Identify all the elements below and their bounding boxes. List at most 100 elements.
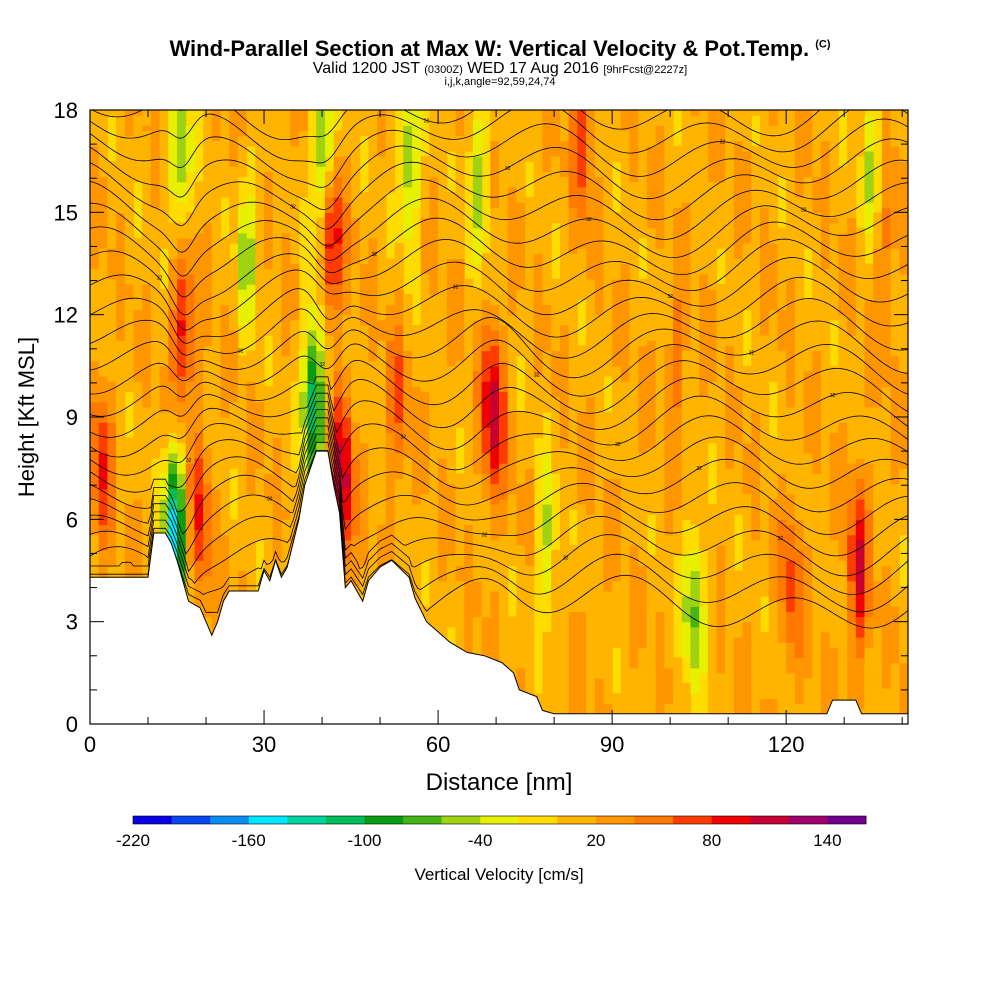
velocity-cell (455, 509, 465, 515)
velocity-cell (568, 544, 578, 551)
velocity-cell (681, 606, 692, 613)
velocity-cell (794, 647, 805, 653)
velocity-cell (603, 478, 613, 485)
velocity-cell (272, 529, 283, 536)
velocity-cell (594, 631, 605, 638)
velocity-cell (429, 447, 439, 454)
velocity-cell (760, 585, 770, 592)
velocity-cell (725, 698, 735, 705)
velocity-cell (751, 565, 761, 572)
velocity-cell (90, 452, 100, 459)
velocity-cell (411, 534, 422, 541)
velocity-cell (394, 437, 404, 444)
velocity-cell (411, 529, 422, 536)
velocity-cell (220, 498, 230, 505)
velocity-cell (638, 616, 648, 623)
velocity-cell (194, 498, 204, 505)
velocity-cell (812, 647, 822, 653)
velocity-cell (559, 693, 570, 700)
velocity-cell (568, 642, 578, 648)
velocity-cell (890, 447, 900, 454)
velocity-cell (124, 529, 135, 536)
velocity-cell (377, 478, 387, 485)
velocity-cell (881, 534, 892, 541)
velocity-cell (873, 468, 883, 474)
velocity-cell (203, 611, 213, 618)
velocity-cell (812, 478, 822, 485)
velocity-cell (855, 652, 866, 659)
velocity-cell (107, 544, 117, 551)
velocity-cell (760, 688, 770, 694)
velocity-cell (568, 575, 578, 582)
velocity-cell (594, 483, 605, 490)
velocity-cell (542, 483, 552, 490)
velocity-cell (864, 601, 874, 607)
velocity-cell (507, 463, 517, 469)
velocity-cell (699, 514, 709, 520)
velocity-cell (820, 534, 831, 541)
velocity-cell (812, 611, 822, 618)
velocity-cell (507, 478, 517, 485)
velocity-cell (603, 555, 613, 561)
velocity-cell (568, 442, 578, 449)
velocity-cell (820, 621, 831, 628)
velocity-cell (577, 498, 587, 505)
velocity-cell (681, 570, 692, 577)
velocity-cell (377, 514, 387, 520)
velocity-cell (733, 509, 744, 515)
velocity-cell (185, 509, 196, 515)
velocity-cell (368, 498, 378, 505)
velocity-cell (620, 509, 631, 515)
velocity-cell (542, 493, 552, 500)
velocity-cell (507, 447, 517, 454)
velocity-cell (211, 590, 222, 597)
velocity-cell (211, 437, 222, 444)
velocity-cell (803, 432, 813, 439)
velocity-cell (586, 478, 596, 485)
velocity-cell (699, 447, 709, 454)
velocity-cell (725, 519, 735, 526)
velocity-cell (255, 498, 265, 505)
velocity-cell (812, 590, 822, 597)
velocity-cell (368, 478, 378, 485)
velocity-cell (368, 555, 378, 561)
velocity-cell (603, 596, 613, 602)
velocity-cell (342, 498, 352, 505)
velocity-cell (472, 519, 483, 526)
velocity-cell (107, 452, 117, 459)
velocity-cell (377, 550, 387, 556)
velocity-cell (629, 447, 639, 454)
velocity-cell (368, 447, 378, 454)
velocity-cell (881, 570, 892, 577)
velocity-cell (385, 483, 396, 490)
velocity-cell (777, 488, 787, 495)
velocity-cell (281, 452, 291, 459)
velocity-cell (385, 468, 396, 474)
velocity-cell (229, 560, 239, 566)
velocity-cell (472, 447, 483, 454)
velocity-cell (864, 555, 874, 561)
velocity-cell (751, 647, 761, 653)
velocity-cell (516, 447, 526, 454)
velocity-cell (411, 463, 422, 469)
velocity-cell (490, 601, 500, 607)
velocity-cell (490, 432, 500, 439)
velocity-cell (777, 688, 787, 694)
velocity-cell (525, 473, 535, 479)
velocity-cell (890, 452, 900, 459)
velocity-cell (281, 483, 291, 490)
velocity-cell (864, 514, 874, 520)
velocity-cell (377, 452, 387, 459)
velocity-cell (542, 468, 552, 474)
velocity-cell (420, 488, 430, 495)
velocity-cell (664, 493, 674, 500)
velocity-cell (768, 626, 779, 633)
velocity-cell (899, 478, 908, 485)
velocity-cell (542, 585, 552, 592)
velocity-cell (490, 503, 500, 510)
velocity-cell (638, 473, 648, 479)
velocity-cell (133, 560, 143, 566)
velocity-cell (377, 529, 387, 536)
velocity-cell (203, 621, 213, 628)
velocity-cell (568, 657, 578, 664)
